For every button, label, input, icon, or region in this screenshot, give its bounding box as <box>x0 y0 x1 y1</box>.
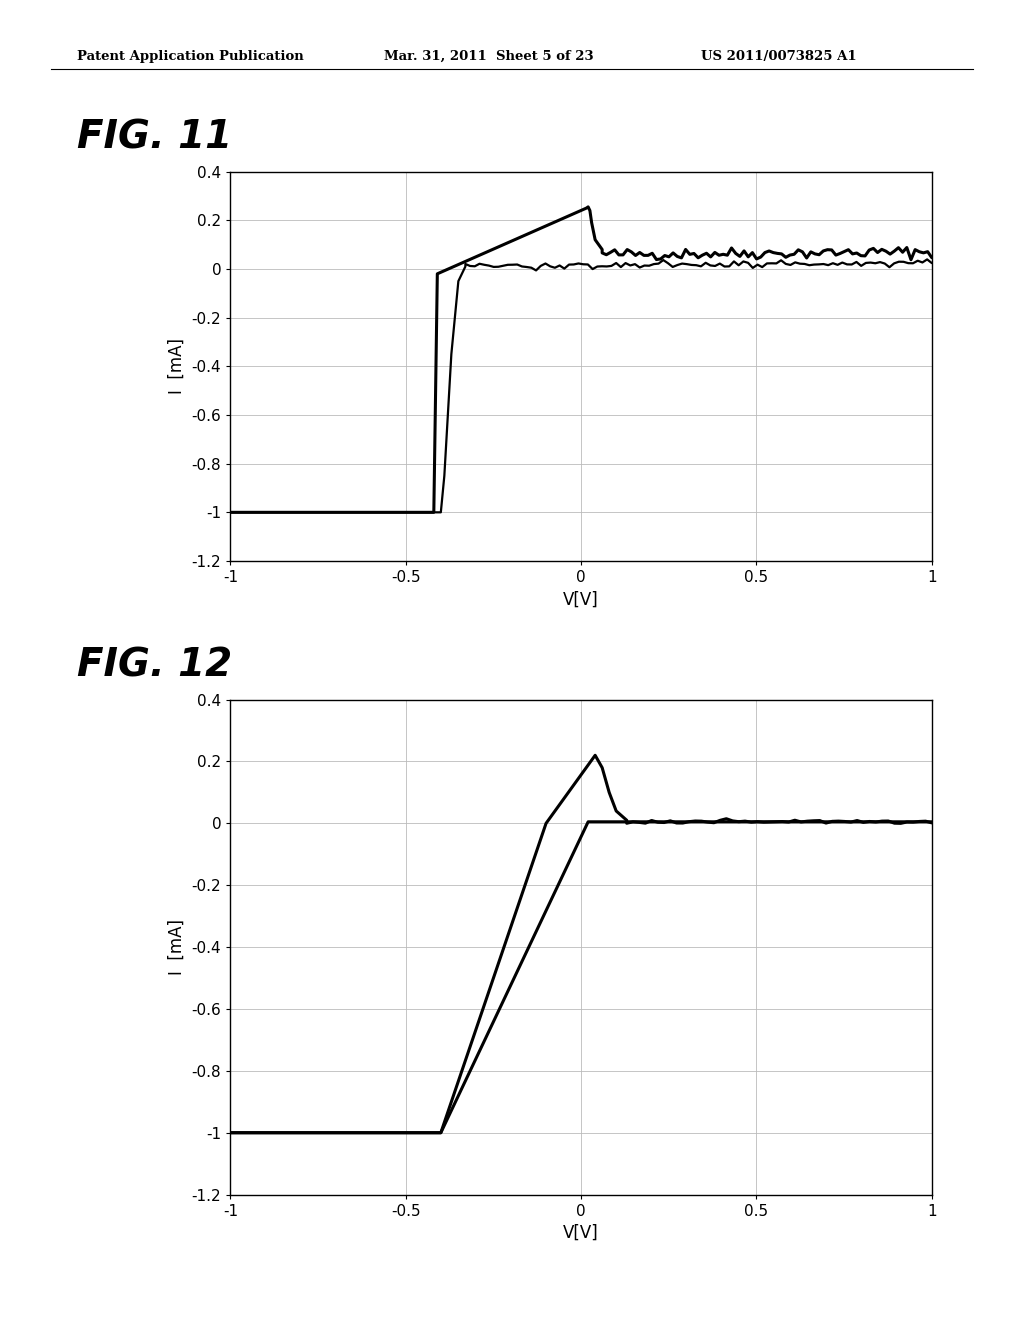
Y-axis label: I  [mA]: I [mA] <box>168 338 186 395</box>
Text: Patent Application Publication: Patent Application Publication <box>77 50 303 63</box>
Text: FIG. 11: FIG. 11 <box>77 119 231 157</box>
Text: US 2011/0073825 A1: US 2011/0073825 A1 <box>701 50 857 63</box>
Text: FIG. 12: FIG. 12 <box>77 647 231 685</box>
X-axis label: V[V]: V[V] <box>563 590 599 609</box>
Text: Mar. 31, 2011  Sheet 5 of 23: Mar. 31, 2011 Sheet 5 of 23 <box>384 50 594 63</box>
X-axis label: V[V]: V[V] <box>563 1224 599 1242</box>
Y-axis label: I  [mA]: I [mA] <box>168 919 186 975</box>
